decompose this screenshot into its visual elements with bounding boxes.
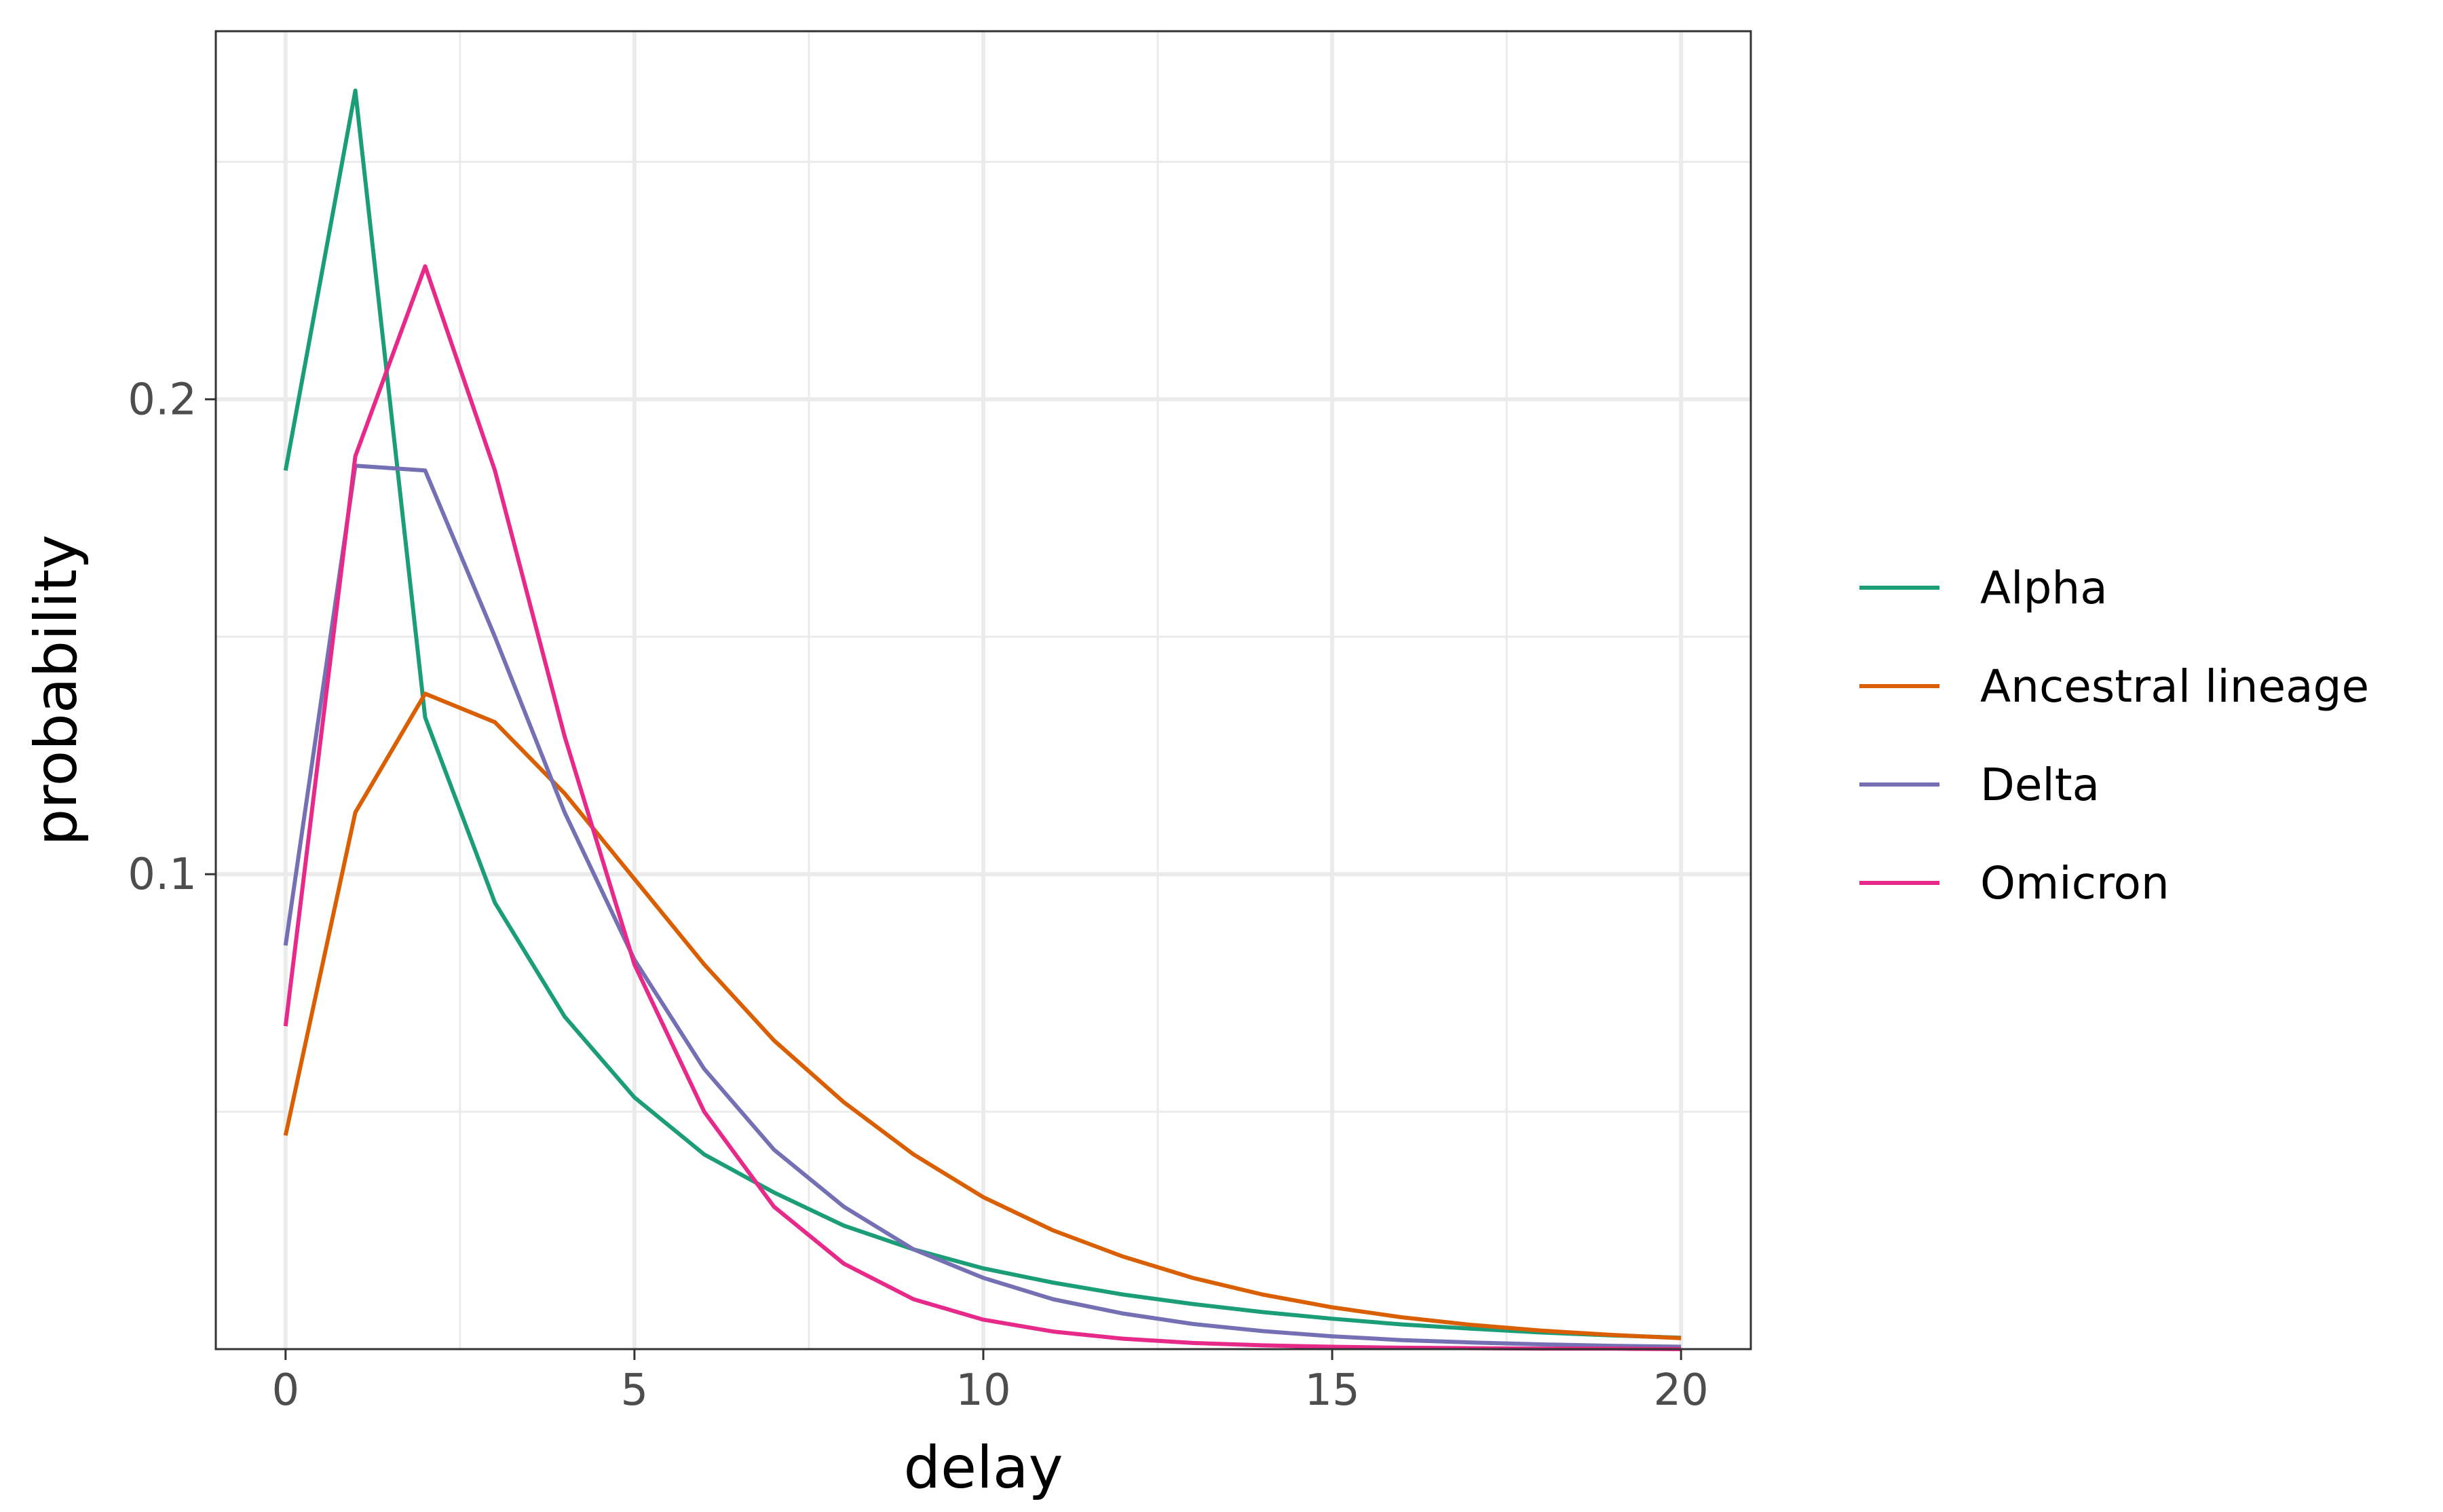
series-lines (283, 88, 1682, 1351)
legend-label-delta: Delta (1980, 759, 2100, 811)
y-tick-label: 0.2 (128, 375, 197, 425)
x-axis-title: delay (904, 1434, 1063, 1502)
y-tick-label: 0.1 (128, 850, 197, 900)
x-tick-label: 0 (271, 1365, 299, 1416)
legend-label-alpha: Alpha (1980, 562, 2108, 614)
axis-ticks: 0 5 10 15 20 0.1 0.2 (128, 375, 1709, 1416)
legend: Alpha Ancestral lineage Delta Omicron (1859, 562, 2369, 909)
x-tick-label: 15 (1304, 1365, 1359, 1416)
series-line-ancestral-lineage (283, 692, 1682, 1340)
x-tick-label: 10 (955, 1365, 1010, 1416)
series-line-delta (283, 464, 1682, 1349)
series-line-alpha (283, 88, 1682, 1340)
legend-label-omicron: Omicron (1980, 857, 2170, 909)
series-line-omicron (283, 264, 1682, 1351)
x-tick-label: 20 (1653, 1365, 1708, 1416)
major-gridlines (216, 31, 1751, 1349)
x-tick-label: 5 (621, 1365, 649, 1416)
legend-label-ancestral-lineage: Ancestral lineage (1980, 660, 2369, 713)
y-axis-title: probability (22, 535, 90, 846)
